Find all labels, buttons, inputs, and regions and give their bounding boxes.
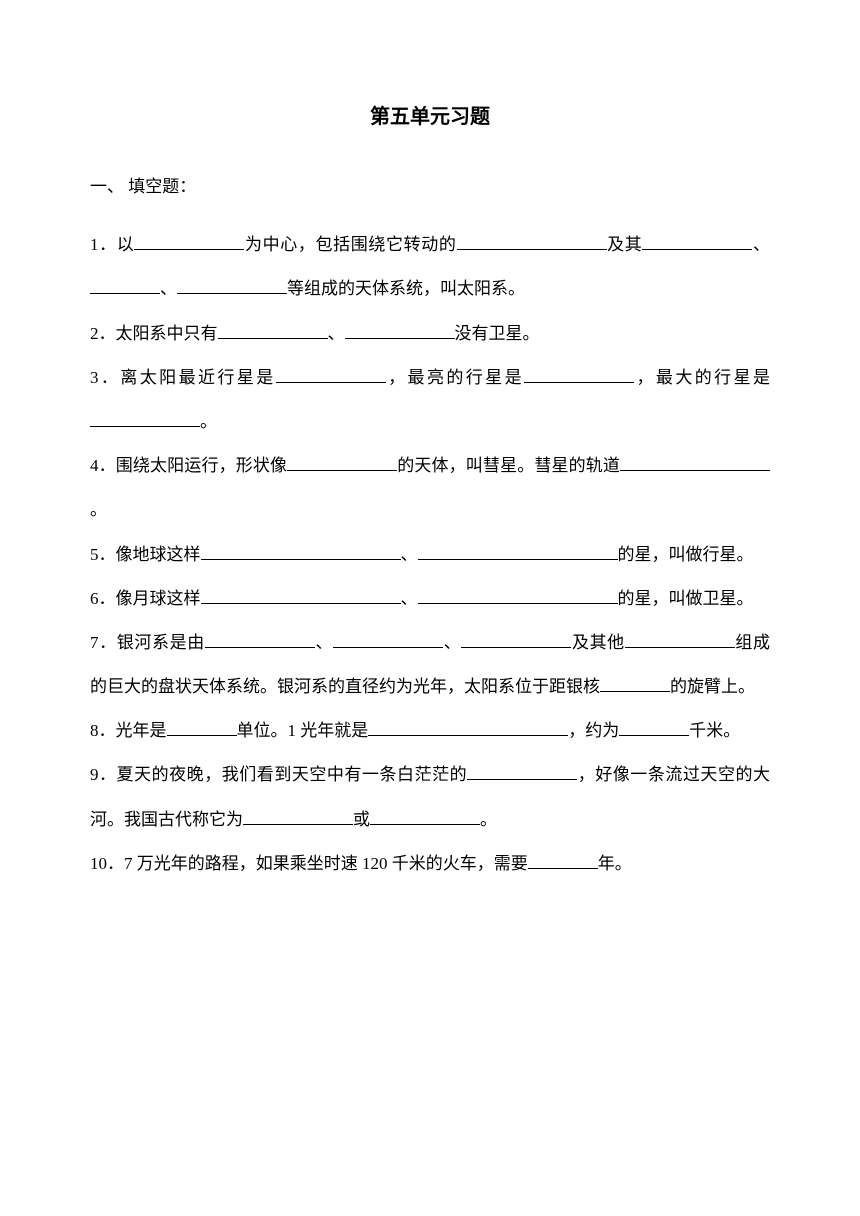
blank [619, 719, 689, 736]
q3-text-3: ，最大的行星是 [634, 368, 770, 387]
blank [201, 543, 401, 560]
q9-text-1: 9．夏天的夜晚，我们看到天空中有一条白茫茫的 [90, 765, 467, 784]
q3-text-2: ，最亮的行星是 [386, 368, 524, 387]
q1-text-3: 及其 [607, 235, 643, 254]
q1-text-6: 等组成的天体系统，叫太阳系。 [287, 279, 525, 298]
blank [201, 587, 401, 604]
q4-text-2: 的天体，叫彗星。彗星的轨道 [397, 456, 620, 475]
q7-text-3: 、 [443, 633, 461, 652]
blank [642, 233, 752, 250]
blank [524, 366, 634, 383]
q1-text-2: 为中心，包括围绕它转动的 [244, 235, 456, 254]
q5-text-1: 5．像地球这样 [90, 545, 201, 564]
blank [345, 322, 455, 339]
blank [218, 322, 328, 339]
blank [90, 410, 200, 427]
section-header: 一、 填空题： [90, 165, 770, 209]
blank [461, 631, 571, 648]
q1-text-4: 、 [752, 235, 770, 254]
blank [467, 763, 577, 780]
q3-text-4: 。 [200, 412, 217, 431]
question-2: 2．太阳系中只有 、 没有卫星。 [90, 312, 770, 356]
q10-text-1: 10．7 万光年的路程，如果乘坐时速 120 千米的火车，需要 [90, 854, 528, 873]
blank [528, 852, 598, 869]
blank [167, 719, 237, 736]
q7-text-1: 7．银河系是由 [90, 633, 205, 652]
blank [418, 587, 618, 604]
blank [287, 454, 397, 471]
blank [368, 719, 568, 736]
q9-text-3: 或 [353, 810, 370, 829]
q8-text-1: 8．光年是 [90, 721, 167, 740]
q8-text-4: 千米。 [689, 721, 740, 740]
q7-text-4: 及其他 [571, 633, 624, 652]
question-7: 7．银河系是由、、及其他组成的巨大的盘状天体系统。银河系的直径约为光年，太阳系位… [90, 621, 770, 709]
question-9: 9．夏天的夜晚，我们看到天空中有一条白茫茫的，好像一条流过天空的大河。我国古代称… [90, 753, 770, 841]
q5-text-2: 、 [401, 545, 418, 564]
q7-text-6: 的旋臂上。 [670, 677, 755, 696]
blank [620, 454, 770, 471]
blank [418, 543, 618, 560]
blank [625, 631, 735, 648]
question-4: 4．围绕太阳运行，形状像 的天体，叫彗星。彗星的轨道。 [90, 444, 770, 532]
blank [276, 366, 386, 383]
q4-text-3: 。 [90, 500, 107, 519]
q6-text-3: 的星，叫做卫星。 [618, 589, 754, 608]
blank [90, 277, 160, 294]
q8-text-3: ，约为 [568, 721, 619, 740]
q2-text-3: 没有卫星。 [455, 324, 540, 343]
q10-text-2: 年。 [598, 854, 632, 873]
blank [370, 808, 480, 825]
question-8: 8．光年是 单位。1 光年就是 ，约为 千米。 [90, 709, 770, 753]
question-6: 6．像月球这样 、 的星，叫做卫星。 [90, 577, 770, 621]
q2-text-1: 2．太阳系中只有 [90, 324, 218, 343]
q1-text-1: 1．以 [90, 235, 134, 254]
blank [600, 675, 670, 692]
q2-text-2: 、 [328, 324, 345, 343]
blank [205, 631, 315, 648]
blank [457, 233, 607, 250]
q4-text-1: 4．围绕太阳运行，形状像 [90, 456, 287, 475]
blank [243, 808, 353, 825]
page-title: 第五单元习题 [90, 100, 770, 129]
question-10: 10．7 万光年的路程，如果乘坐时速 120 千米的火车，需要 年。 [90, 842, 770, 886]
q5-text-3: 的星，叫做行星。 [618, 545, 754, 564]
q6-text-1: 6．像月球这样 [90, 589, 201, 608]
q3-text-1: 3．离太阳最近行星是 [90, 368, 276, 387]
q6-text-2: 、 [401, 589, 418, 608]
blank [333, 631, 443, 648]
blank [177, 277, 287, 294]
blank [134, 233, 244, 250]
q7-text-2: 、 [315, 633, 333, 652]
q8-text-2: 单位。1 光年就是 [237, 721, 369, 740]
question-3: 3．离太阳最近行星是 ，最亮的行星是 ，最大的行星是。 [90, 356, 770, 444]
q1-text-5: 、 [160, 279, 177, 298]
question-1: 1．以为中心，包括围绕它转动的及其、、等组成的天体系统，叫太阳系。 [90, 223, 770, 311]
question-5: 5．像地球这样 、 的星，叫做行星。 [90, 533, 770, 577]
q9-text-4: 。 [480, 810, 497, 829]
